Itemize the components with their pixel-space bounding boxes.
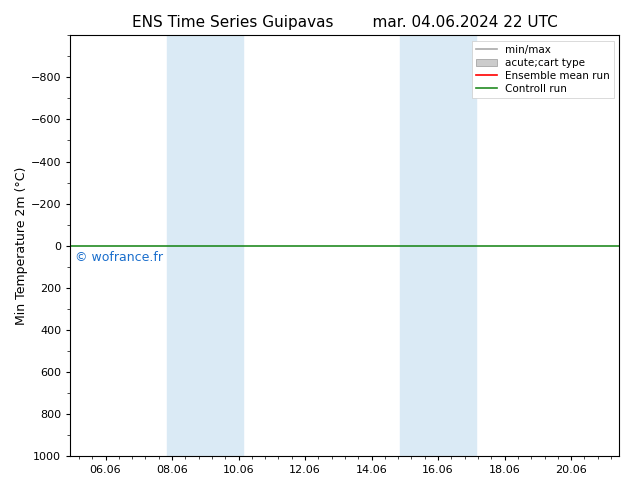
Text: © wofrance.fr: © wofrance.fr [75,251,164,264]
Bar [399,35,476,456]
Title: ENS Time Series Guipavas        mar. 04.06.2024 22 UTC: ENS Time Series Guipavas mar. 04.06.2024… [132,15,557,30]
Y-axis label: Min Temperature 2m (°C): Min Temperature 2m (°C) [15,167,28,325]
Bar [167,35,243,456]
Legend: min/max, acute;cart type, Ensemble mean run, Controll run: min/max, acute;cart type, Ensemble mean … [472,41,614,98]
